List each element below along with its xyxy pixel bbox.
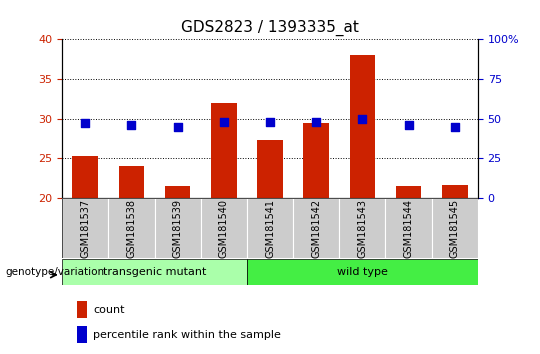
Text: GSM181544: GSM181544 xyxy=(403,199,414,258)
Text: GSM181539: GSM181539 xyxy=(173,199,183,258)
Text: GSM181542: GSM181542 xyxy=(311,199,321,258)
Text: GSM181541: GSM181541 xyxy=(265,199,275,258)
Text: wild type: wild type xyxy=(337,267,388,277)
Bar xyxy=(119,166,144,198)
Bar xyxy=(211,103,237,198)
Text: GSM181537: GSM181537 xyxy=(80,199,90,258)
Bar xyxy=(165,186,190,198)
Text: percentile rank within the sample: percentile rank within the sample xyxy=(93,330,281,339)
Bar xyxy=(77,301,87,318)
Point xyxy=(358,116,367,121)
Text: GSM181540: GSM181540 xyxy=(219,199,229,258)
Title: GDS2823 / 1393335_at: GDS2823 / 1393335_at xyxy=(181,20,359,36)
Point xyxy=(266,119,274,125)
Point xyxy=(219,119,228,125)
Bar xyxy=(154,198,201,258)
Point xyxy=(404,122,413,128)
Point xyxy=(173,124,182,130)
Bar xyxy=(303,122,329,198)
Text: GSM181543: GSM181543 xyxy=(357,199,367,258)
Bar xyxy=(431,198,478,258)
Bar xyxy=(442,185,468,198)
Bar xyxy=(396,186,421,198)
Bar xyxy=(62,259,247,285)
Bar xyxy=(386,198,431,258)
Bar xyxy=(109,198,154,258)
Text: count: count xyxy=(93,305,125,315)
Text: GSM181545: GSM181545 xyxy=(450,199,460,258)
Bar xyxy=(247,259,478,285)
Text: genotype/variation: genotype/variation xyxy=(5,267,105,277)
Bar xyxy=(77,326,87,343)
Bar xyxy=(72,156,98,198)
Bar xyxy=(201,198,247,258)
Text: transgenic mutant: transgenic mutant xyxy=(103,267,206,277)
Point xyxy=(312,119,321,125)
Bar xyxy=(350,55,375,198)
Point xyxy=(450,124,459,130)
Bar xyxy=(62,198,109,258)
Bar xyxy=(247,198,293,258)
Bar xyxy=(293,198,339,258)
Point xyxy=(127,122,136,128)
Text: GSM181538: GSM181538 xyxy=(126,199,137,258)
Bar xyxy=(257,140,283,198)
Bar xyxy=(339,198,386,258)
Point xyxy=(81,120,90,126)
